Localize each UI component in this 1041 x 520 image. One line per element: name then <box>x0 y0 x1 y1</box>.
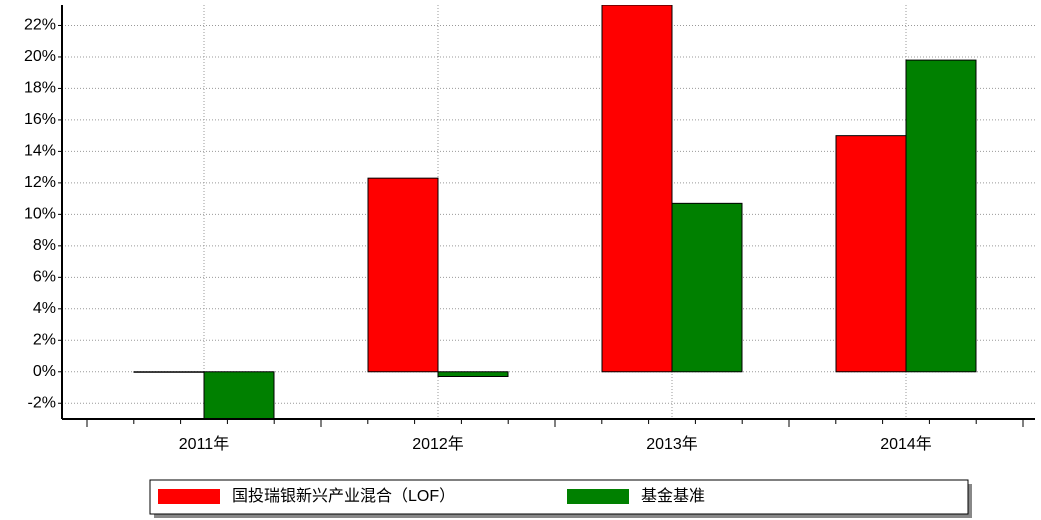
y-tick-label: 22% <box>24 17 56 34</box>
bar <box>367 177 439 373</box>
y-tick-label: 12% <box>24 174 56 191</box>
y-tick-label: 10% <box>24 206 56 223</box>
y-tick-label: 6% <box>33 269 56 286</box>
y-tick-label: 20% <box>24 48 56 65</box>
x-tick-label: 2013年 <box>646 435 698 453</box>
x-tick-label: 2012年 <box>412 435 464 453</box>
bar <box>437 371 509 377</box>
y-tick-label: -2% <box>28 394 56 411</box>
bar <box>203 371 275 419</box>
bar <box>133 371 205 373</box>
legend <box>149 479 969 515</box>
legend-swatch <box>567 489 629 504</box>
bar <box>671 202 743 373</box>
legend-label: 国投瑞银新兴产业混合（LOF） <box>232 487 455 505</box>
y-tick-label: 14% <box>24 143 56 160</box>
y-tick-label: 18% <box>24 80 56 97</box>
bar <box>835 135 907 373</box>
y-tick-label: 2% <box>33 332 56 349</box>
y-tick-label: 0% <box>33 363 56 380</box>
x-tick-label: 2014年 <box>880 435 932 453</box>
y-tick-label: 16% <box>24 111 56 128</box>
bar <box>905 59 977 373</box>
legend-label: 基金基准 <box>641 487 705 505</box>
legend-swatch <box>158 489 220 504</box>
x-tick-label: 2011年 <box>179 435 229 453</box>
y-tick-label: 4% <box>33 300 56 317</box>
bar <box>601 5 673 373</box>
y-tick-label: 8% <box>33 237 56 254</box>
